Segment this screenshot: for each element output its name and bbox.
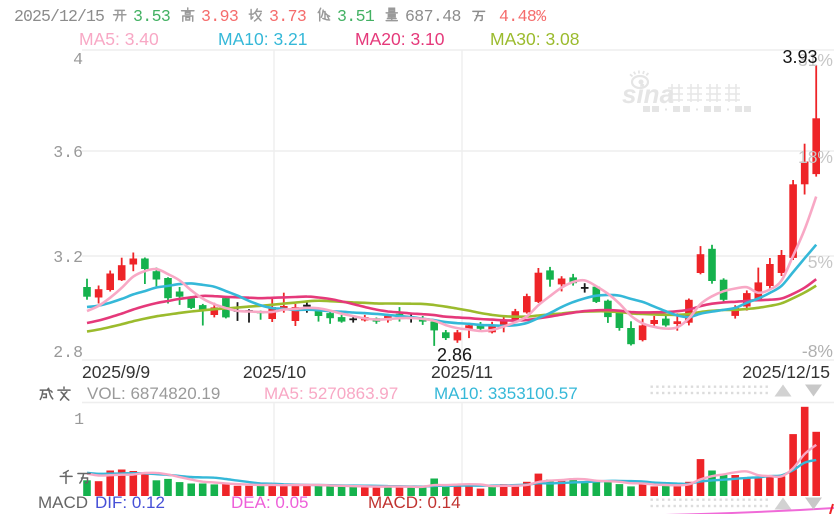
svg-text:2.86: 2.86 <box>437 345 472 365</box>
svg-text:MACD: 0.14: MACD: 0.14 <box>368 493 461 512</box>
svg-text:3.93: 3.93 <box>782 47 817 67</box>
svg-text:2025/9/9: 2025/9/9 <box>82 362 150 382</box>
svg-text:1: 1 <box>74 410 84 429</box>
svg-text:3.51: 3.51 <box>337 7 375 26</box>
svg-text:DEA: 0.05: DEA: 0.05 <box>231 493 309 512</box>
svg-text:MA20: 3.10: MA20: 3.10 <box>355 29 445 49</box>
svg-text:3.93: 3.93 <box>201 7 238 26</box>
svg-text:2.8: 2.8 <box>53 343 83 362</box>
svg-text:MA5: 3.40: MA5: 3.40 <box>79 29 159 49</box>
svg-text:MA10: 3353100.57: MA10: 3353100.57 <box>434 384 578 403</box>
svg-text:4.48%: 4.48% <box>499 7 546 26</box>
svg-text:2025/11: 2025/11 <box>431 362 493 382</box>
svg-text:3.2: 3.2 <box>53 248 83 267</box>
svg-text:3.53: 3.53 <box>133 7 170 26</box>
svg-text:DIF: 0.12: DIF: 0.12 <box>95 493 165 512</box>
svg-text:4: 4 <box>73 50 83 69</box>
svg-text:MA30: 3.08: MA30: 3.08 <box>490 29 580 49</box>
svg-text:MA10: 3.21: MA10: 3.21 <box>218 29 308 49</box>
svg-text:18%: 18% <box>798 147 833 167</box>
svg-text:sina: sina <box>622 79 674 109</box>
svg-text:MA5: 5270863.97: MA5: 5270863.97 <box>264 384 398 403</box>
svg-text:2025/12/15: 2025/12/15 <box>742 362 830 382</box>
svg-text:3.6: 3.6 <box>53 143 83 162</box>
svg-text:-8%: -8% <box>802 341 833 361</box>
svg-text:MACD: MACD <box>38 493 88 512</box>
svg-text:31%: 31% <box>798 50 833 70</box>
svg-text:VOL: 6874820.19: VOL: 6874820.19 <box>87 384 220 403</box>
svg-text:2025/12/15: 2025/12/15 <box>14 7 104 26</box>
svg-text:687.48: 687.48 <box>405 7 461 26</box>
svg-text:2025/10: 2025/10 <box>243 362 307 382</box>
svg-text:5%: 5% <box>808 252 833 272</box>
svg-text:3.73: 3.73 <box>269 7 306 26</box>
